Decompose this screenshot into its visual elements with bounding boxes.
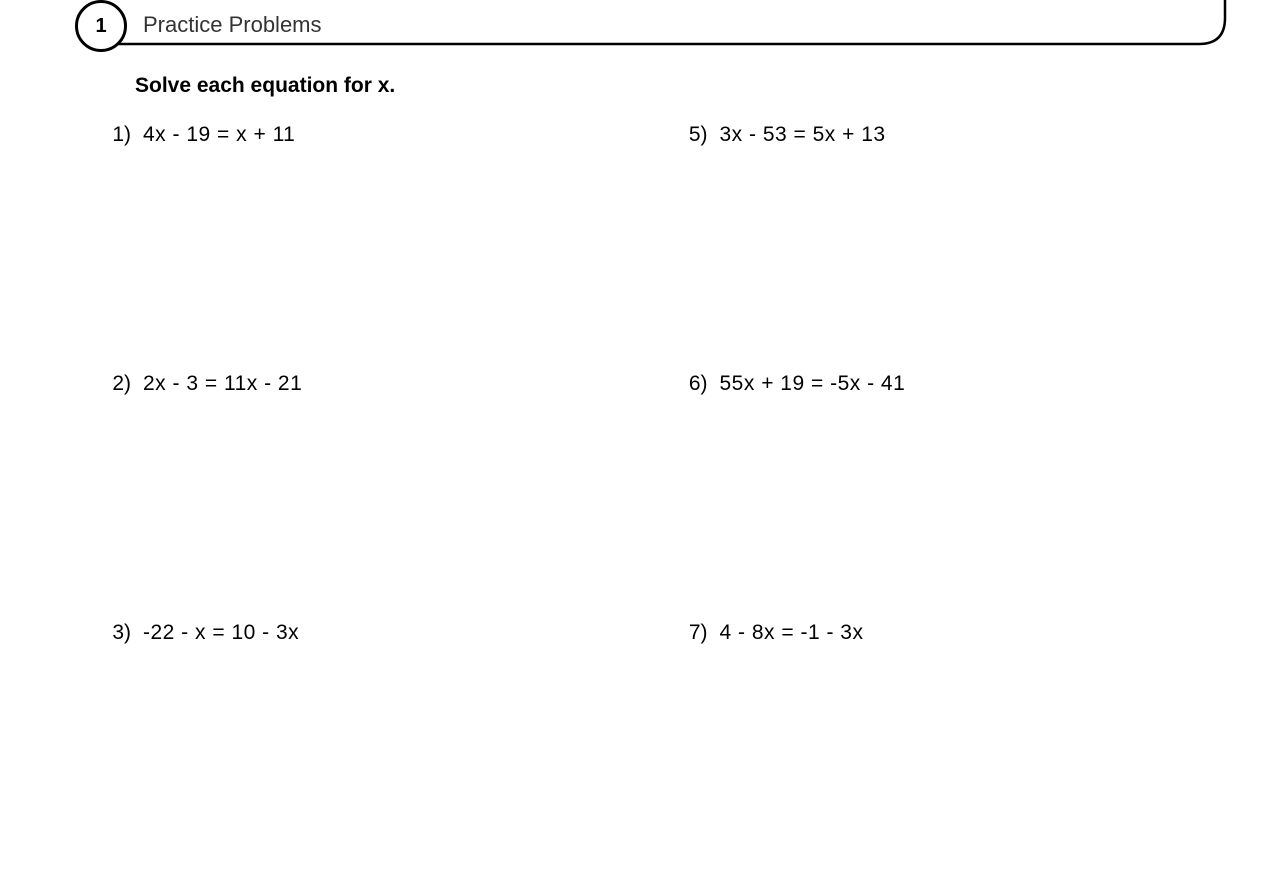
problem-equation: 4 - 8x = -1 - 3x [720, 621, 864, 645]
section-number: 1 [95, 15, 106, 38]
problem-item: 1) 4x - 19 = x + 11 [105, 123, 622, 147]
problem-equation: 2x - 3 = 11x - 21 [143, 372, 302, 396]
problem-number: 1) [105, 123, 131, 147]
problem-item: 7) 4 - 8x = -1 - 3x [682, 621, 1199, 645]
problem-item: 3) -22 - x = 10 - 3x [105, 621, 622, 645]
problem-number: 7) [682, 621, 708, 645]
section-number-circle: 1 [75, 0, 127, 52]
problem-number: 6) [682, 372, 708, 396]
problems-grid: 1) 4x - 19 = x + 11 2) 2x - 3 = 11x - 21… [105, 123, 1198, 870]
problem-equation: 55x + 19 = -5x - 41 [720, 372, 906, 396]
problem-equation: 3x - 53 = 5x + 13 [720, 123, 886, 147]
header-underline [113, 0, 1233, 48]
problem-item: 6) 55x + 19 = -5x - 41 [682, 372, 1199, 396]
instruction-text: Solve each equation for x. [135, 74, 395, 98]
problem-item: 5) 3x - 53 = 5x + 13 [682, 123, 1199, 147]
problem-equation: 4x - 19 = x + 11 [143, 123, 295, 147]
problem-number: 2) [105, 372, 131, 396]
problem-item: 2) 2x - 3 = 11x - 21 [105, 372, 622, 396]
problem-number: 5) [682, 123, 708, 147]
problem-number: 3) [105, 621, 131, 645]
problem-equation: -22 - x = 10 - 3x [143, 621, 299, 645]
